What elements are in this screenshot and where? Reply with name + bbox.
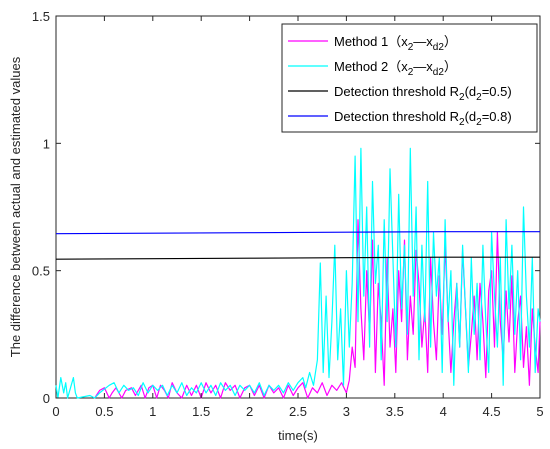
series-line-3	[55, 256, 540, 260]
y-tick-label: 1	[43, 136, 50, 151]
x-axis-title: time(s)	[278, 428, 318, 443]
x-tick-label: 2	[246, 404, 253, 419]
x-tick-label: 1	[149, 404, 156, 419]
x-tick-label: 4	[440, 404, 447, 419]
legend-box	[281, 23, 538, 133]
legend-label: Detection threshold R2(d2=0.5)	[334, 84, 512, 103]
x-tick-label: 2.5	[289, 404, 307, 419]
x-tick-label: 3.5	[386, 404, 404, 419]
series-layer	[55, 147, 541, 399]
legend-label: Method 2（x2—xd2）	[334, 59, 457, 78]
x-tick-label: 0.5	[95, 404, 113, 419]
y-tick-label: 0	[43, 391, 50, 406]
legend-label: Method 1（x2—xd2）	[334, 34, 457, 53]
x-tick-label: 3	[343, 404, 350, 419]
series-line-4	[55, 231, 540, 235]
series-line-2	[55, 147, 541, 399]
legend-label: Detection threshold R2(d2=0.8)	[334, 109, 512, 128]
y-tick-label: 0.5	[32, 264, 50, 279]
x-tick-label: 5	[536, 404, 543, 419]
axis-layer: 0 0.5 1 1.5 2 2.5 3 3.5 4 4.5 5 0 0.5 1 1.5	[32, 9, 544, 419]
y-tick-label: 1.5	[32, 9, 50, 24]
x-tick-label: 1.5	[192, 404, 210, 419]
x-tick-label: 4.5	[483, 404, 501, 419]
y-axis-title: The difference between actual and estima…	[8, 56, 23, 357]
series-line-1	[94, 219, 541, 399]
x-tick-label: 0	[52, 404, 59, 419]
legend: Method 1（x2—xd2） Method 2（x2—xd2） Detectio…	[281, 23, 538, 133]
